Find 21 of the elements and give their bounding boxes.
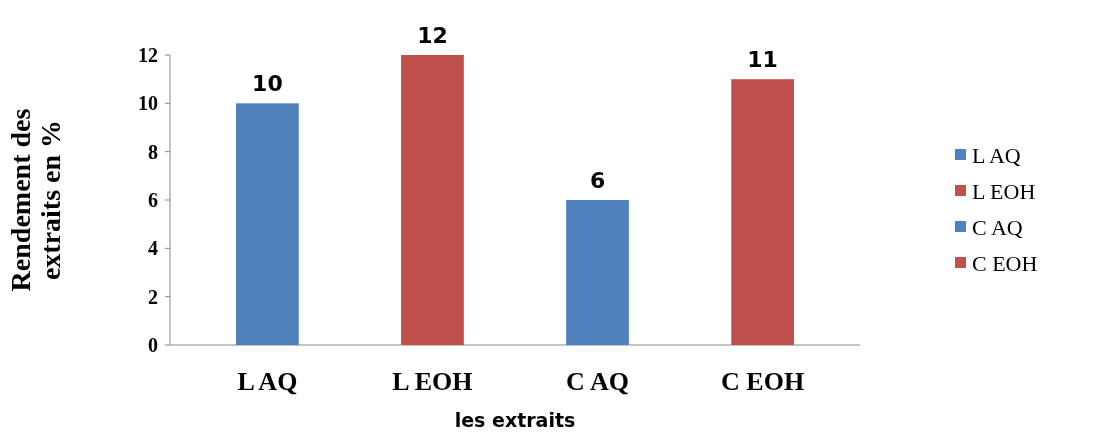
y-tick-label: 12 xyxy=(138,44,158,66)
legend-label: C EOH xyxy=(972,250,1038,276)
y-tick-label: 6 xyxy=(148,189,158,211)
y-tick-label: 4 xyxy=(148,237,158,260)
data-label: 10 xyxy=(252,71,283,97)
x-tick-label: L EOH xyxy=(392,367,473,396)
x-tick-label: C AQ xyxy=(566,367,629,396)
x-axis-title: les extraits xyxy=(454,409,576,431)
y-axis-title: Rendement des extraits en % xyxy=(5,108,66,292)
x-tick-label: L AQ xyxy=(237,367,298,396)
legend-label: L EOH xyxy=(972,178,1036,204)
data-label: 12 xyxy=(417,23,448,48)
legend-label: C AQ xyxy=(972,214,1023,240)
y-tick-label: 0 xyxy=(148,334,158,356)
legend-label: L AQ xyxy=(972,142,1021,168)
y-tick-label: 8 xyxy=(148,140,158,163)
data-label: 6 xyxy=(589,168,606,193)
y-tick-label: 2 xyxy=(148,285,158,308)
data-label: 11 xyxy=(747,47,778,73)
x-tick-label: C EOH xyxy=(721,367,805,396)
y-tick-label: 10 xyxy=(138,92,158,115)
